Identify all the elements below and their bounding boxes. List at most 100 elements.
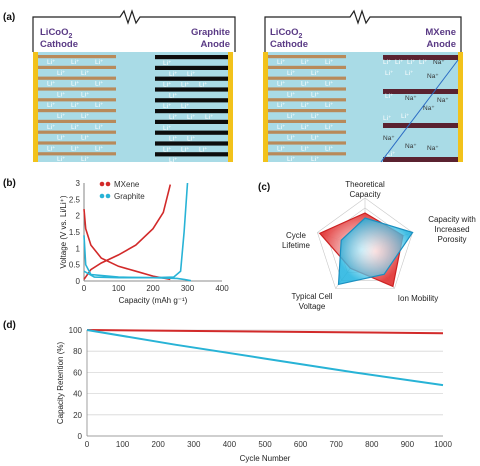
y-tick-label: 3 <box>76 179 81 188</box>
li-ion-label: Li⁺ <box>57 135 66 142</box>
right-cathode-label: LiCoO2 <box>270 27 303 40</box>
li-ion-label: Li⁺ <box>401 113 410 120</box>
cathode-layer <box>38 87 116 91</box>
x-tick-label: 700 <box>330 440 344 449</box>
y-tick-label: 2.5 <box>69 195 81 204</box>
cathode-layer <box>38 141 116 145</box>
legend-marker <box>105 181 111 187</box>
li-ion-label: Li⁺ <box>405 70 414 77</box>
series-line-mxene <box>83 184 172 280</box>
li-ion-label: Li⁺ <box>163 125 172 132</box>
x-tick-label: 400 <box>223 440 237 449</box>
right-cathode-sub: Cathode <box>270 39 308 50</box>
li-ion-label: Li⁺ <box>301 102 310 109</box>
na-ion-label: Na⁺ <box>437 97 449 104</box>
cathode-layer <box>268 152 346 156</box>
li-ion-label: Li⁺ <box>163 60 172 67</box>
cathode-layer <box>268 65 346 69</box>
li-ion-label: Li⁺ <box>325 145 334 152</box>
anode-current-collector <box>228 52 233 162</box>
li-ion-label: Li⁺ <box>199 146 208 153</box>
li-ion-label: Li⁺ <box>47 81 56 88</box>
li-ion-label: Li⁺ <box>387 151 396 158</box>
x-tick-label: 900 <box>401 440 415 449</box>
right-anode-sub: Anode <box>426 39 456 50</box>
li-ion-label: Li⁺ <box>385 93 394 100</box>
radar-axis-label: Cycle Lifetime <box>282 231 311 250</box>
li-ion-label: Li⁺ <box>325 81 334 88</box>
x-axis-title: Cycle Number <box>240 454 291 463</box>
graphite-layer <box>155 109 228 114</box>
series-line-graphite <box>83 235 192 282</box>
y-tick-label: 1.5 <box>69 228 81 237</box>
y-axis-title: Voltage (V vs. Li/Li⁺) <box>59 195 68 268</box>
li-ion-label: Li⁺ <box>311 70 320 77</box>
cathode-layer <box>268 109 346 113</box>
li-ion-label: Li⁺ <box>385 70 394 77</box>
y-tick-label: 0 <box>78 432 83 441</box>
radar-grid-ring <box>317 197 413 289</box>
li-ion-label: Li⁺ <box>163 103 172 110</box>
graphite-layer <box>155 130 228 135</box>
li-ion-label: Li⁺ <box>187 114 196 121</box>
li-ion-label: Li⁺ <box>395 59 404 66</box>
graphite-layer <box>155 98 228 103</box>
radar-axis-label-line: Cycle <box>286 231 307 240</box>
li-ion-label: Li⁺ <box>95 59 104 66</box>
li-ion-label: Li⁺ <box>287 135 296 142</box>
x-tick-label: 0 <box>85 440 90 449</box>
radar-axis-label: Theoretical Capacity <box>345 180 385 199</box>
cathode-layer <box>38 76 116 80</box>
li-ion-label: Li⁺ <box>187 136 196 143</box>
li-ion-label: Li⁺ <box>311 156 320 163</box>
right-anode-label: MXene <box>425 27 456 38</box>
radar-axis-label-line: Typical Cell <box>292 292 333 301</box>
li-ion-label: Li⁺ <box>57 91 66 98</box>
panel-label-d: (d) <box>3 320 16 331</box>
li-ion-label: Li⁺ <box>57 70 66 77</box>
cathode-current-collector <box>33 52 38 162</box>
graphite-layer <box>155 87 228 92</box>
li-ion-label: Li⁺ <box>95 145 104 152</box>
li-ion-label: Li⁺ <box>325 59 334 66</box>
li-ion-label: Li⁺ <box>287 113 296 120</box>
series-line-mxene <box>83 209 171 281</box>
li-ion-label: Li⁺ <box>71 124 80 131</box>
li-ion-label: Li⁺ <box>81 156 90 163</box>
li-ion-label: Li⁺ <box>301 145 310 152</box>
li-ion-label: Li⁺ <box>287 70 296 77</box>
li-ion-label: Li⁺ <box>287 91 296 98</box>
graphite-layer <box>155 141 228 146</box>
li-ion-label: Li⁺ <box>301 124 310 131</box>
mxene-layer <box>383 157 458 162</box>
li-ion-label: Li⁺ <box>277 124 286 131</box>
li-ion-label: Li⁺ <box>277 102 286 109</box>
cathode-layer <box>38 98 116 102</box>
li-ion-label: Li⁺ <box>277 59 286 66</box>
left-anode-sub: Anode <box>200 39 230 50</box>
cathode-layer <box>268 130 346 134</box>
radar-axis-label: Typical Cell Voltage <box>292 292 333 311</box>
radar-axis-label: Capacity with Increased Porosity <box>428 215 476 244</box>
radar-graphite-area <box>337 217 414 286</box>
graphite-layer <box>155 55 228 60</box>
graphite-layer <box>155 152 228 157</box>
radar-axis-label-line: Lifetime <box>282 241 311 250</box>
li-ion-label: Li⁺ <box>325 102 334 109</box>
y-tick-label: 0 <box>76 277 81 286</box>
x-tick-label: 200 <box>146 284 160 293</box>
li-ion-label: Li⁺ <box>81 70 90 77</box>
na-ion-label: Na⁺ <box>427 145 439 152</box>
li-ion-label: Li⁺ <box>57 156 66 163</box>
legend-marker <box>105 193 111 199</box>
right-cell-circuit <box>264 9 462 52</box>
li-ion-label: Li⁺ <box>95 102 104 109</box>
series-line-mxene <box>86 329 444 335</box>
li-ion-label: Li⁺ <box>181 146 190 153</box>
li-ion-label: Li⁺ <box>199 82 208 89</box>
x-tick-label: 800 <box>365 440 379 449</box>
mxene-layer <box>383 123 458 128</box>
na-ion-label: Na⁺ <box>423 105 435 112</box>
y-tick-label: 60 <box>73 368 82 377</box>
